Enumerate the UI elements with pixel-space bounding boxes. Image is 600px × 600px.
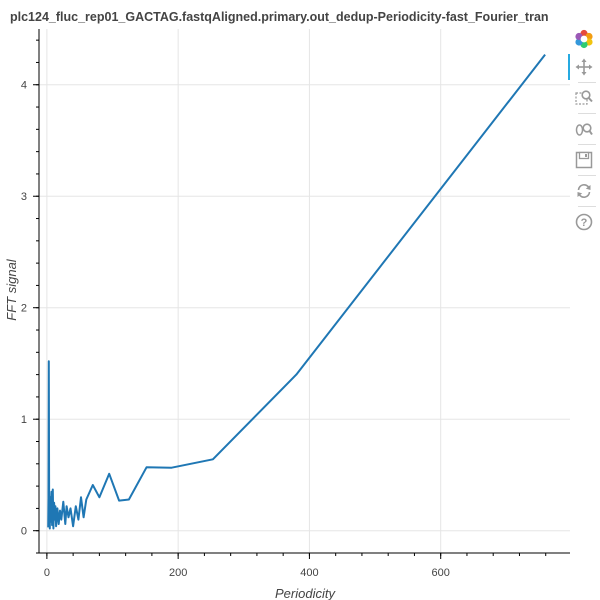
x-tick-label: 600 bbox=[432, 567, 450, 579]
svg-text:?: ? bbox=[581, 217, 588, 229]
x-tick-label: 200 bbox=[169, 567, 187, 579]
y-axis-ticks: 0 1 2 3 4 bbox=[21, 39, 39, 554]
y-tick-label: 3 bbox=[21, 191, 27, 203]
reset-icon bbox=[577, 184, 591, 198]
series-line bbox=[47, 53, 546, 530]
save-icon bbox=[575, 151, 593, 169]
wheel-zoom-icon bbox=[575, 123, 593, 136]
y-tick-label: 1 bbox=[21, 414, 27, 426]
bokeh-logo-button[interactable] bbox=[570, 26, 598, 52]
active-tool-indicator bbox=[568, 54, 570, 80]
x-axis-ticks: 0 200 400 600 bbox=[44, 553, 547, 579]
y-tick-label: 4 bbox=[21, 80, 27, 92]
toolbar-separator bbox=[578, 144, 596, 145]
toolbar-separator bbox=[578, 82, 596, 83]
save-tool-button[interactable] bbox=[570, 147, 598, 173]
y-tick-label: 0 bbox=[21, 526, 27, 538]
y-axis-label: FFT signal bbox=[4, 258, 19, 321]
toolbar-separator bbox=[578, 175, 596, 176]
y-tick-label: 2 bbox=[21, 303, 27, 315]
toolbar-separator bbox=[578, 206, 596, 207]
x-grid bbox=[46, 29, 442, 553]
x-tick-label: 0 bbox=[44, 567, 50, 579]
wheel-zoom-tool-button[interactable] bbox=[570, 116, 598, 142]
help-icon: ? bbox=[575, 213, 593, 231]
chart-toolbar: ? bbox=[568, 22, 600, 242]
toolbar-separator bbox=[578, 113, 596, 114]
x-axis-label: Periodicity bbox=[275, 586, 336, 600]
reset-tool-button[interactable] bbox=[570, 178, 598, 204]
pan-tool-button[interactable] bbox=[570, 54, 598, 80]
pan-icon bbox=[575, 58, 593, 76]
x-tick-label: 400 bbox=[300, 567, 318, 579]
bokeh-logo-icon bbox=[575, 29, 593, 49]
y-grid bbox=[39, 84, 570, 532]
box-zoom-tool-button[interactable] bbox=[570, 85, 598, 111]
help-tool-button[interactable]: ? bbox=[570, 209, 598, 235]
chart-title: plc124_fluc_rep01_GACTAG.fastqAligned.pr… bbox=[10, 10, 549, 24]
box-zoom-icon bbox=[575, 90, 593, 105]
plot-series bbox=[47, 53, 546, 530]
